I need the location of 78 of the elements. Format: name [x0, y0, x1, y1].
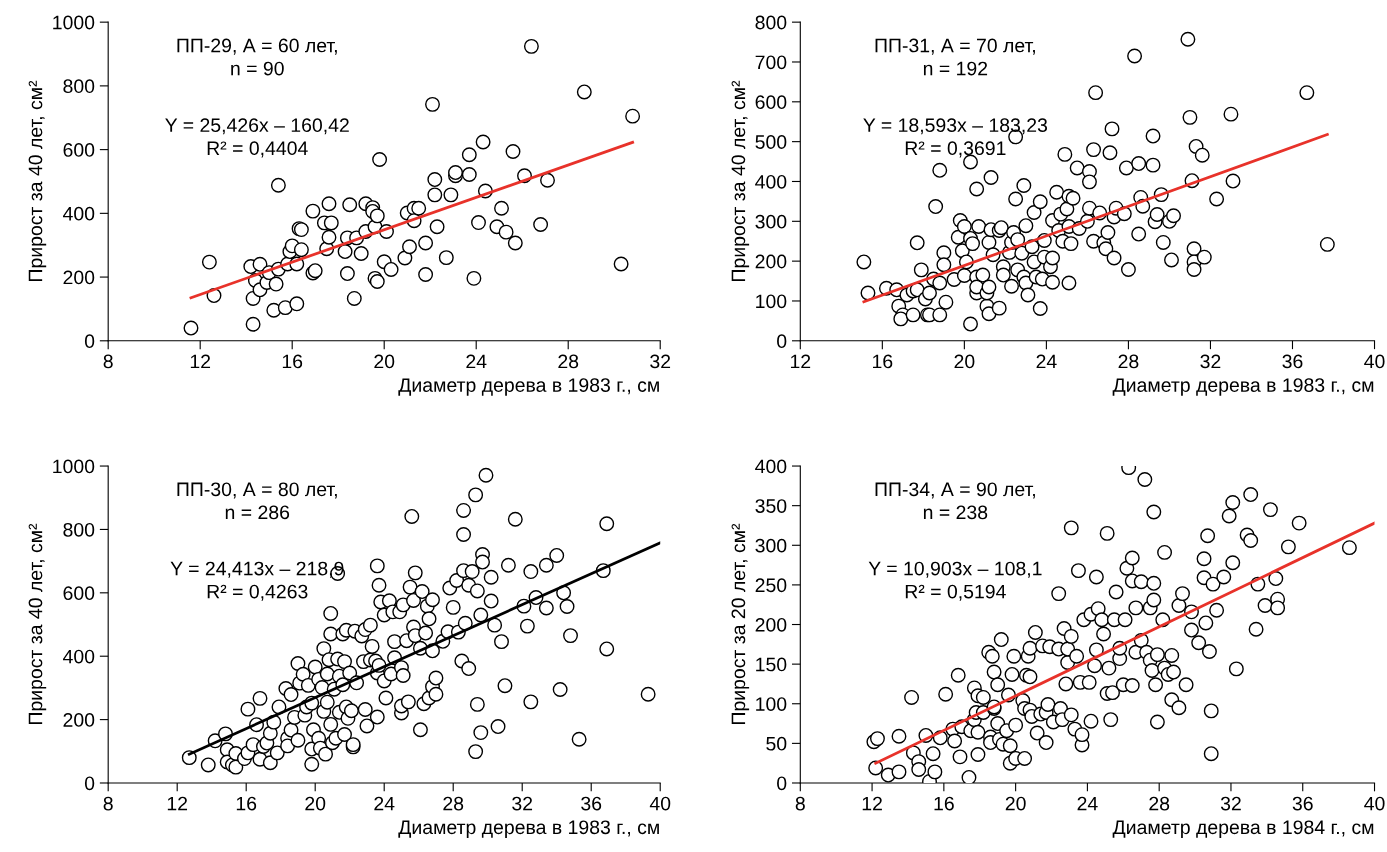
- y-tick-label: 800: [63, 79, 95, 94]
- annotation: ПП-29, А = 60 лет, n = 90: [177, 38, 337, 76]
- x-tick-label: 20: [305, 796, 326, 811]
- x-tick-label: 24: [1036, 354, 1057, 369]
- y-tick-label: 700: [755, 55, 787, 70]
- y-tick-label: 400: [755, 174, 787, 189]
- y-tick-label: 100: [756, 697, 787, 711]
- x-tick-label: 16: [282, 354, 303, 369]
- x-axis-title: Диаметр дерева в 1983 г., см: [398, 378, 659, 396]
- y-axis-title: Прирост за 40 лет, см²: [28, 523, 47, 724]
- y-tick-label: 400: [63, 649, 95, 664]
- x-tick-label: 24: [374, 796, 395, 811]
- x-tick-label: 12: [167, 796, 188, 811]
- x-tick-label: 36: [581, 796, 602, 811]
- annotation: ПП-30, А = 80 лет, n = 286: [177, 482, 337, 520]
- y-tick-label: 0: [84, 334, 95, 349]
- y-axis-title: Прирост за 20 лет, см²: [731, 523, 750, 724]
- y-tick-label: 1000: [53, 15, 95, 30]
- annotation: Y = 18,593x – 183,23 R² = 0,3691: [863, 118, 1048, 158]
- x-tick-label: 20: [1005, 796, 1026, 811]
- annotation: ПП-31, А = 70 лет, n = 192: [875, 38, 1035, 76]
- y-tick-label: 600: [63, 586, 95, 601]
- x-axis-title: Диаметр дерева в 1983 г., см: [1112, 378, 1374, 396]
- y-tick-label: 1000: [53, 459, 95, 474]
- x-tick-label: 16: [236, 796, 257, 811]
- x-tick-label: 8: [795, 796, 805, 811]
- annotation: Y = 25,426x – 160,42 R² = 0,4404: [165, 118, 349, 158]
- y-tick-label: 300: [755, 538, 787, 553]
- x-tick-label: 16: [873, 354, 893, 369]
- y-tick-label: 150: [756, 657, 787, 672]
- annotation: ПП-34, А = 90 лет, n = 238: [875, 482, 1035, 520]
- x-tick-label: 20: [374, 354, 395, 369]
- x-tick-label: 28: [443, 796, 464, 811]
- x-tick-label: 20: [954, 354, 975, 369]
- x-tick-label: 32: [1200, 354, 1221, 369]
- y-tick-label: 100: [756, 294, 787, 309]
- y-tick-label: 600: [755, 95, 787, 110]
- x-tick-label: 28: [1118, 354, 1139, 369]
- y-tick-label: 200: [63, 270, 95, 285]
- x-tick-label: 40: [649, 796, 671, 811]
- x-tick-label: 12: [790, 354, 811, 369]
- y-tick-label: 200: [755, 254, 787, 269]
- y-axis-title: Прирост за 40 лет, см²: [28, 80, 47, 281]
- x-tick-label: 16: [934, 796, 954, 811]
- y-tick-label: 200: [63, 713, 95, 727]
- y-tick-label: 50: [766, 736, 787, 751]
- x-tick-label: 28: [558, 354, 579, 369]
- x-tick-label: 28: [1149, 796, 1170, 811]
- y-tick-label: 200: [755, 617, 787, 632]
- x-tick-label: 32: [1220, 796, 1241, 811]
- x-tick-label: 24: [1077, 796, 1098, 811]
- y-tick-label: 500: [755, 135, 787, 149]
- y-tick-label: 0: [777, 334, 787, 349]
- y-tick-label: 800: [755, 15, 787, 30]
- y-tick-label: 0: [777, 776, 787, 791]
- x-tick-label: 32: [512, 796, 533, 811]
- x-axis-title: Диаметр дерева в 1984 г., см: [1112, 820, 1374, 838]
- x-axis-title: Диаметр дерева в 1983 г., см: [398, 820, 659, 838]
- annotation: Y = 10,903x – 108,1 R² = 0,5194: [868, 561, 1042, 601]
- x-tick-label: 40: [1364, 354, 1385, 369]
- y-tick-label: 600: [63, 143, 95, 157]
- y-tick-label: 400: [755, 459, 787, 474]
- x-tick-label: 32: [650, 354, 671, 369]
- x-tick-label: 12: [862, 796, 882, 811]
- y-tick-label: 300: [755, 214, 787, 229]
- x-tick-label: 12: [190, 354, 211, 369]
- x-tick-label: 8: [103, 354, 113, 369]
- y-tick-label: 350: [755, 499, 787, 513]
- y-tick-label: 800: [63, 522, 95, 537]
- x-tick-label: 36: [1282, 354, 1303, 369]
- y-tick-label: 250: [755, 578, 787, 593]
- y-axis-title: Прирост за 40 лет, см²: [731, 80, 750, 281]
- x-tick-label: 8: [103, 796, 113, 811]
- x-tick-label: 36: [1292, 796, 1313, 811]
- y-tick-label: 0: [84, 776, 95, 791]
- x-tick-label: 40: [1364, 796, 1385, 811]
- y-tick-label: 400: [63, 206, 95, 221]
- x-tick-label: 24: [466, 354, 487, 369]
